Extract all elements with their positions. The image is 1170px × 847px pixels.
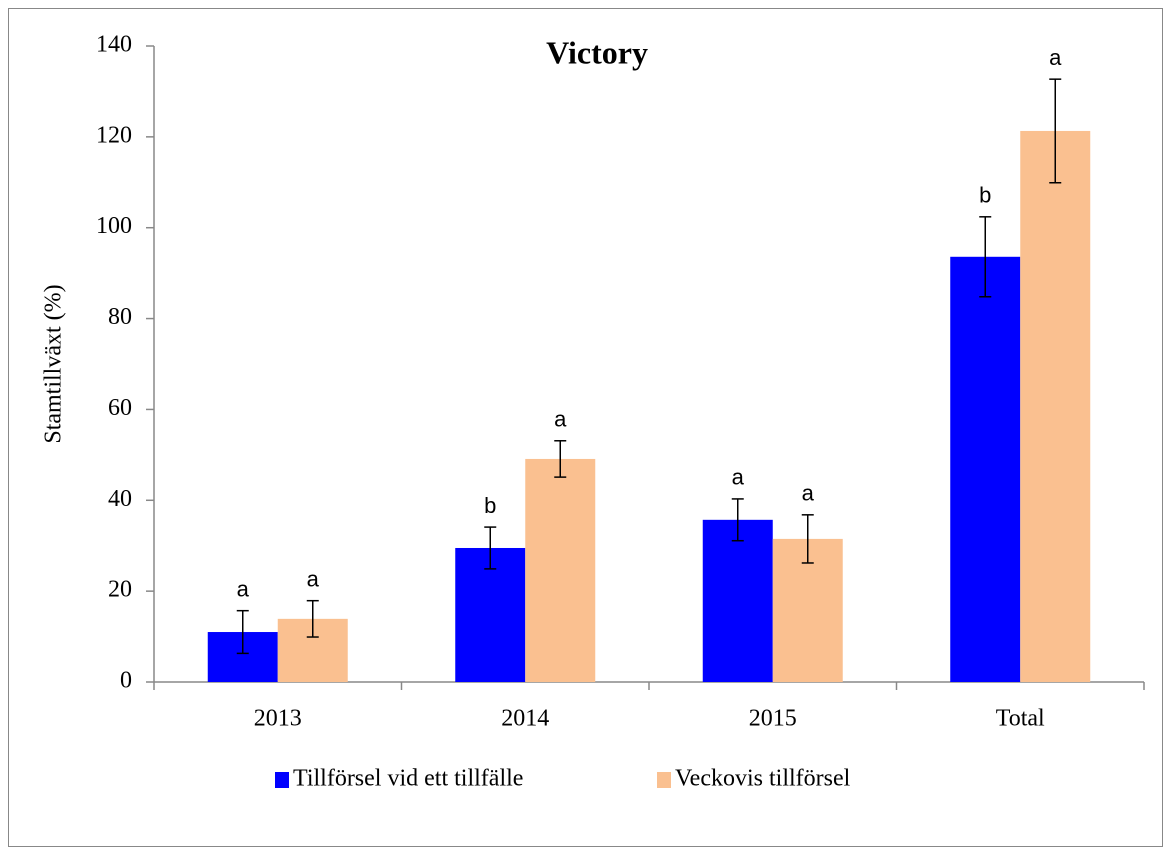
y-tick-label: 140 (96, 32, 132, 58)
significance-letter: a (1049, 45, 1062, 70)
legend-label: Tillförsel vid ett tillfälle (293, 766, 523, 792)
legend-swatch (657, 772, 671, 788)
y-tick-label: 100 (96, 213, 132, 239)
y-tick-label: 40 (108, 486, 132, 512)
x-tick-label: 2015 (749, 706, 797, 732)
significance-letter: a (554, 407, 567, 432)
bar (455, 547, 526, 682)
y-tick-label: 80 (108, 304, 132, 330)
significance-letter: b (484, 493, 496, 518)
bar (702, 519, 773, 682)
y-axis-label: Stamtillväxt (%) (41, 284, 67, 443)
significance-letter: a (307, 566, 320, 591)
legend-swatch (275, 772, 289, 788)
significance-letter: a (237, 576, 250, 601)
y-tick-label: 120 (96, 122, 132, 148)
legend-label: Veckovis tillförsel (675, 766, 851, 792)
y-tick-label: 20 (108, 577, 132, 603)
significance-letter: a (732, 465, 745, 490)
bar (525, 458, 596, 682)
y-tick-label: 0 (120, 668, 132, 694)
significance-letter: a (802, 481, 815, 506)
significance-letter: b (979, 183, 991, 208)
x-tick-label: 2014 (501, 706, 549, 732)
bar (950, 256, 1021, 682)
x-tick-label: 2013 (254, 706, 302, 732)
chart-title: Victory (546, 34, 648, 70)
y-tick-label: 60 (108, 395, 132, 421)
x-tick-label: Total (996, 706, 1045, 732)
bar (1020, 130, 1091, 683)
